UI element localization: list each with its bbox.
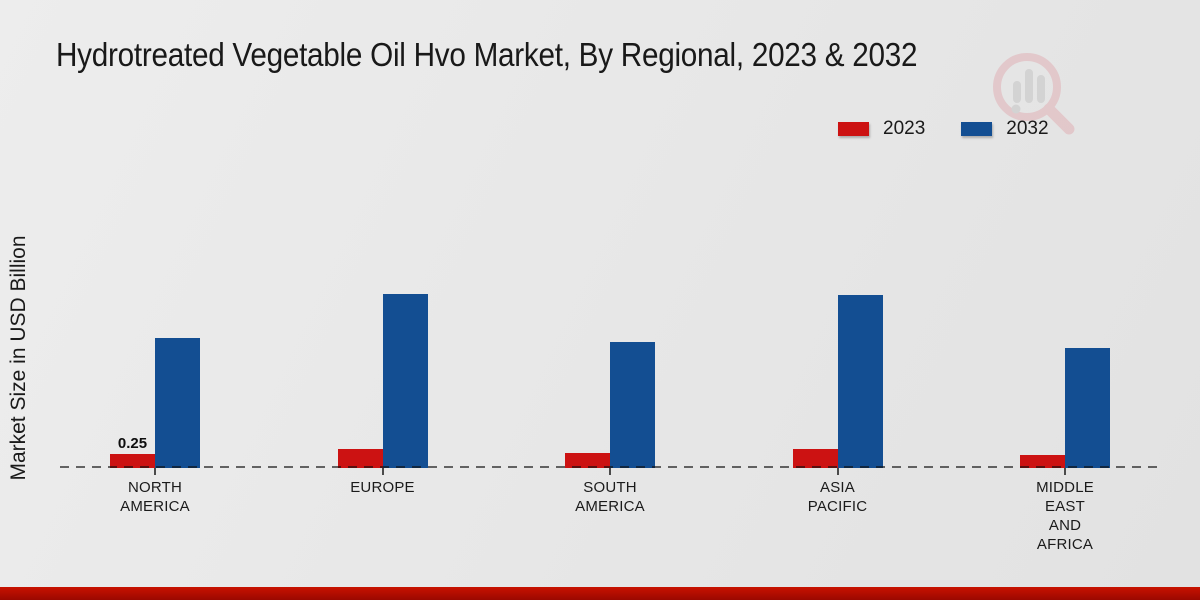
legend-swatch-2032 — [961, 122, 993, 136]
bar-2023-middle-east-and-africa[interactable] — [1020, 455, 1065, 468]
legend-label-2023: 2023 — [883, 118, 926, 139]
magnifier-bar-chart-logo-svg — [993, 53, 1075, 135]
bar-2032-middle-east-and-africa[interactable] — [1065, 348, 1110, 468]
x-axis-tick-north-america — [154, 468, 156, 475]
footer-red-bar — [0, 587, 1200, 600]
legend-item-2032[interactable]: 2032 — [961, 118, 1049, 140]
x-axis-tick-europe — [381, 468, 384, 475]
x-axis-label-south-america: SOUTH AMERICA — [575, 479, 645, 515]
x-axis-label-asia-pacific: ASIA PACIFIC — [807, 479, 868, 515]
chart-title: Hydrotreated Vegetable Oil Hvo Market, B… — [56, 36, 918, 73]
bar-2023-asia-pacific[interactable] — [792, 449, 838, 468]
legend: 2023 2032 — [838, 118, 1049, 140]
bar-2032-europe[interactable] — [382, 294, 428, 468]
x-axis-label-north-america: NORTH AMERICA — [120, 479, 190, 515]
bar-2023-south-america[interactable] — [565, 453, 610, 468]
bar-2023-north-america[interactable] — [110, 454, 155, 468]
x-axis-tick-asia-pacific — [836, 468, 839, 475]
x-axis-tick-middle-east-and-africa — [1064, 468, 1066, 475]
x-axis-baseline — [60, 466, 1158, 468]
x-axis-tick-south-america — [609, 468, 611, 475]
legend-item-2023[interactable]: 2023 — [838, 118, 925, 140]
x-axis-label-europe: EUROPE — [350, 479, 415, 496]
x-axis-label-middle-east-and-africa: MIDDLE EAST AND AFRICA — [1036, 479, 1094, 553]
data-label-2023: 0.25 — [117, 435, 148, 452]
magnifier-bar-chart-logo — [985, 45, 1085, 150]
legend-swatch-2023 — [838, 122, 869, 136]
y-axis-title: Market Size in USD Billion — [7, 235, 30, 481]
bar-2023-europe[interactable] — [337, 449, 383, 468]
legend-label-2032: 2032 — [1006, 118, 1049, 139]
bar-2032-asia-pacific[interactable] — [837, 295, 883, 468]
bar-2032-south-america[interactable] — [610, 342, 655, 468]
bar-2032-north-america[interactable] — [155, 338, 200, 468]
